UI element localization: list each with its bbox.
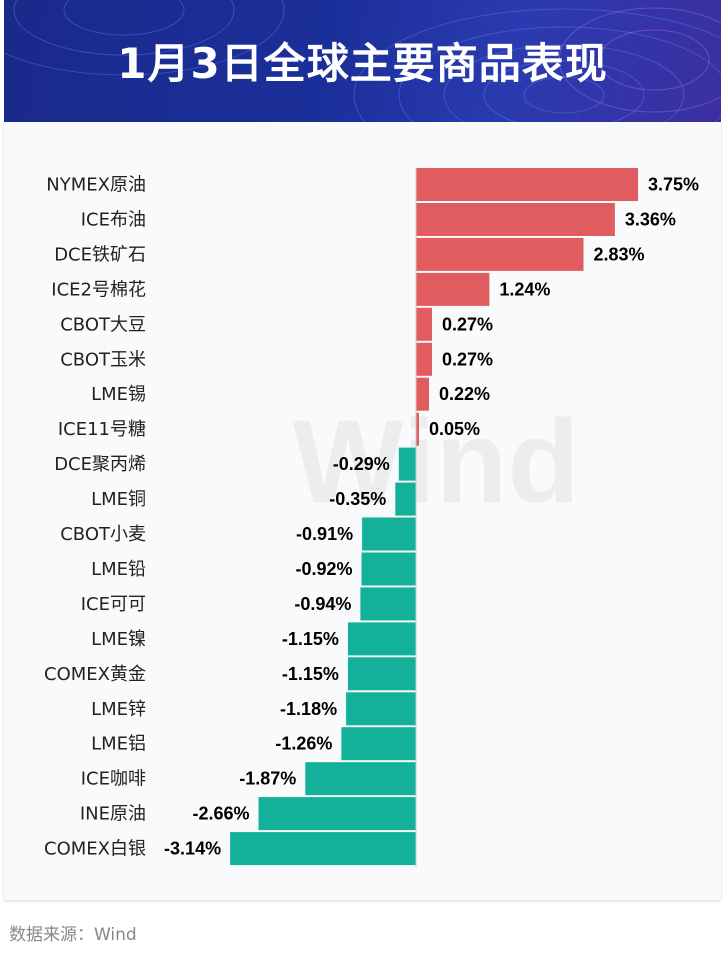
category-label: LME锡 — [91, 384, 146, 405]
value-label: -0.29% — [333, 454, 390, 474]
category-label: LME铝 — [91, 734, 146, 755]
category-label: COMEX黄金 — [44, 664, 146, 685]
bar — [416, 412, 419, 446]
category-label: LME镍 — [91, 629, 146, 650]
bar — [416, 237, 584, 271]
bar — [416, 168, 638, 201]
value-label: -0.94% — [294, 594, 351, 614]
bar — [347, 657, 416, 691]
bar — [395, 482, 416, 516]
bar — [416, 203, 615, 236]
header-banner: 1月3日全球主要商品表现 — [4, 0, 721, 122]
value-label: -1.26% — [275, 734, 332, 754]
bar — [398, 447, 416, 481]
value-label: 0.05% — [429, 419, 480, 439]
value-label: 0.27% — [442, 314, 493, 334]
value-label: 3.36% — [625, 210, 676, 230]
watermark-text: Wind — [292, 396, 579, 528]
category-label: NYMEX原油 — [46, 175, 146, 196]
category-label: INE原油 — [80, 804, 146, 825]
value-label: -0.35% — [329, 489, 386, 509]
bar — [362, 517, 416, 551]
category-label: DCE铁矿石 — [54, 244, 146, 265]
bar — [305, 762, 416, 796]
bar — [258, 797, 416, 831]
category-label: CBOT小麦 — [60, 524, 146, 545]
value-label: 0.27% — [442, 349, 493, 369]
value-label: -0.91% — [296, 524, 353, 544]
value-label: -3.14% — [164, 839, 221, 859]
chart-panel: Wind NYMEX原油 3.75% ICE布油 3.36% DCE铁矿石 2.83% IC… — [4, 122, 721, 900]
category-label: ICE咖啡 — [81, 769, 146, 790]
bar — [346, 692, 416, 726]
bar — [361, 552, 416, 586]
category-label: DCE聚丙烯 — [54, 454, 146, 475]
banner-contour-pattern — [4, 0, 721, 122]
category-label: ICE2号棉花 — [51, 279, 146, 300]
category-label: COMEX白银 — [44, 839, 146, 860]
bar — [230, 832, 416, 866]
category-label: LME锌 — [91, 699, 146, 720]
source-note: 数据来源：Wind — [9, 925, 137, 945]
category-label: CBOT大豆 — [60, 314, 146, 335]
bar-chart: Wind NYMEX原油 3.75% ICE布油 3.36% DCE铁矿石 2.83% IC… — [44, 167, 699, 867]
value-label: 3.75% — [648, 175, 699, 195]
bar — [416, 272, 490, 306]
page-title: 1月3日全球主要商品表现 — [117, 39, 608, 88]
category-label: ICE11号糖 — [58, 419, 146, 440]
category-label: LME铜 — [91, 489, 146, 510]
value-label: -1.15% — [282, 664, 339, 684]
value-label: -0.92% — [295, 559, 352, 579]
value-label: -1.18% — [280, 699, 337, 719]
value-label: -2.66% — [192, 804, 249, 824]
value-label: -1.87% — [239, 769, 296, 789]
value-label: 1.24% — [499, 279, 550, 299]
category-label: ICE布油 — [81, 210, 146, 231]
category-label: LME铅 — [91, 559, 146, 580]
value-label: -1.15% — [282, 629, 339, 649]
bar — [416, 377, 429, 411]
value-label: 2.83% — [594, 244, 645, 264]
category-label: CBOT玉米 — [60, 349, 146, 370]
category-label: ICE可可 — [81, 594, 146, 615]
value-label: 0.22% — [439, 384, 490, 404]
bar — [347, 622, 416, 656]
bar — [416, 307, 432, 341]
bar — [341, 727, 416, 761]
bar — [360, 587, 416, 621]
bar — [416, 342, 432, 376]
